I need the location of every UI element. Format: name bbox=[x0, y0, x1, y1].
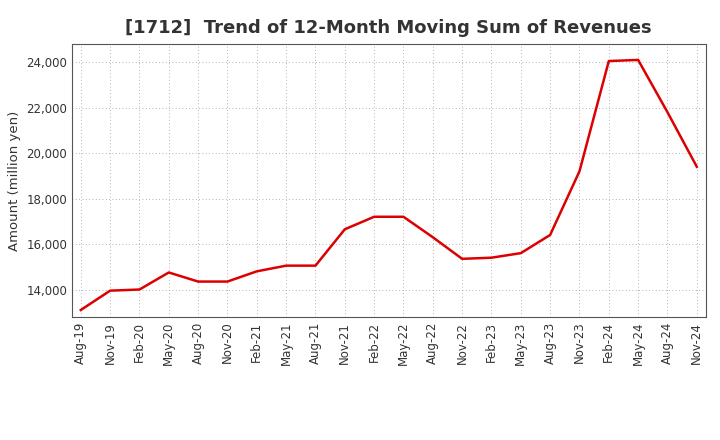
Y-axis label: Amount (million yen): Amount (million yen) bbox=[8, 110, 21, 250]
Title: [1712]  Trend of 12-Month Moving Sum of Revenues: [1712] Trend of 12-Month Moving Sum of R… bbox=[125, 19, 652, 37]
